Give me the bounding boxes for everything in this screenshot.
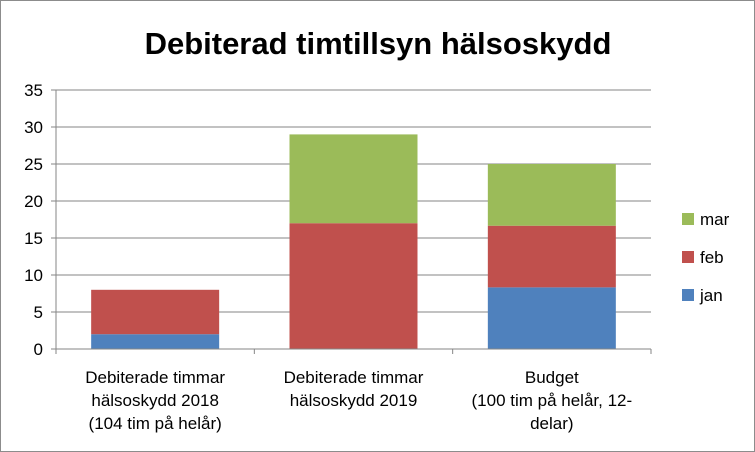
category-label: hälsoskydd 2018 — [91, 391, 219, 410]
legend-swatch-mar — [682, 213, 694, 225]
category-label: Debiterade timmar — [284, 368, 424, 387]
bar-feb-2 — [487, 225, 616, 288]
bar-jan-2 — [487, 287, 616, 349]
category-label: Budget — [525, 368, 579, 387]
legend-label-jan: jan — [699, 286, 723, 305]
category-labels: Debiterade timmar hälsoskydd 2018 (104 tim… — [85, 368, 632, 433]
category-label: delar) — [530, 414, 573, 433]
y-tick-label: 10 — [24, 266, 43, 285]
category-label: Debiterade timmar — [85, 368, 225, 387]
category-label: hälsoskydd 2019 — [290, 391, 418, 410]
legend-label-mar: mar — [700, 210, 730, 229]
legend-swatch-feb — [682, 251, 694, 263]
bar-jan-0 — [91, 334, 220, 349]
y-tick-label: 15 — [24, 229, 43, 248]
chart-title: Debiterad timtillsyn hälsoskydd — [145, 26, 612, 61]
category-label: (104 tim på helår) — [89, 414, 222, 433]
y-tick-label: 0 — [34, 340, 43, 359]
y-tick-label: 30 — [24, 118, 43, 137]
bar-mar-1 — [289, 134, 418, 224]
legend: mar feb jan — [682, 210, 730, 305]
bar-feb-1 — [289, 223, 418, 349]
y-tick-labels: 0 5 10 15 20 25 30 35 — [24, 81, 43, 359]
category-label: (100 tim på helår, 12- — [472, 391, 633, 410]
y-tick-label: 5 — [34, 303, 43, 322]
y-tick-label: 20 — [24, 192, 43, 211]
bar-layer — [91, 134, 616, 349]
bar-mar-2 — [487, 164, 616, 226]
bar-feb-0 — [91, 289, 220, 335]
legend-swatch-jan — [682, 289, 694, 301]
axis-layer — [51, 89, 652, 354]
y-tick-label: 25 — [24, 155, 43, 174]
legend-label-feb: feb — [700, 248, 724, 267]
y-tick-label: 35 — [24, 81, 43, 100]
